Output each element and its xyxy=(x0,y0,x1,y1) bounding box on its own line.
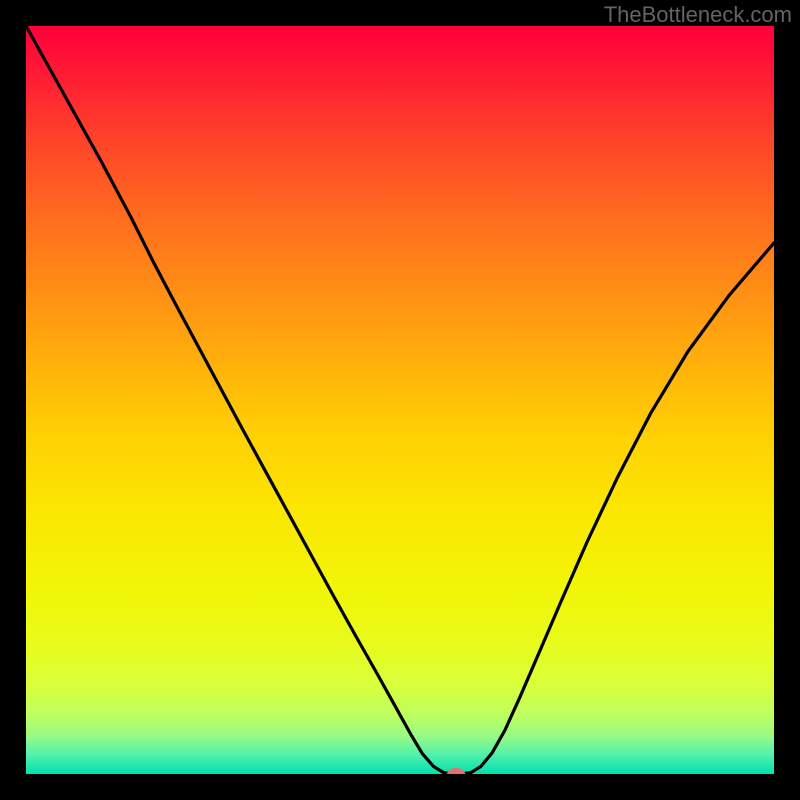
chart-container: TheBottleneck.com xyxy=(0,0,800,800)
watermark-text: TheBottleneck.com xyxy=(604,2,792,28)
chart-gradient-background xyxy=(26,26,774,774)
bottleneck-chart xyxy=(0,0,800,800)
